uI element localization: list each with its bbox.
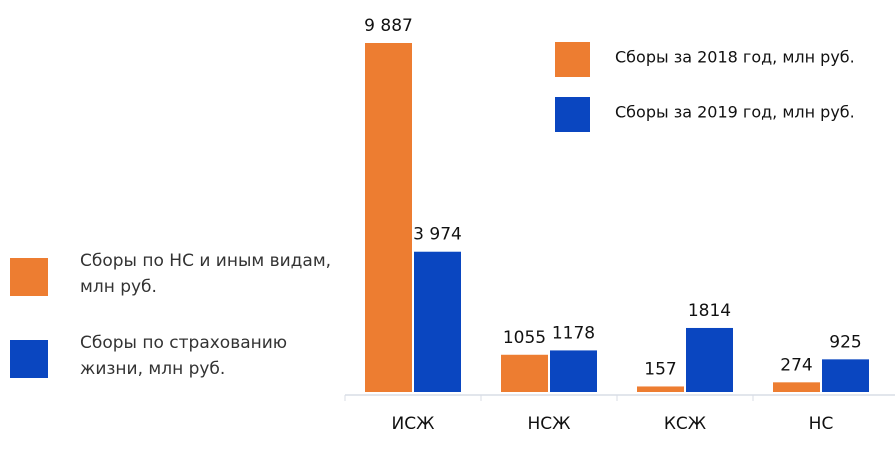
legend-label: Сборы за 2019 год, млн руб. — [615, 103, 855, 122]
value-label: 9 887 — [364, 16, 413, 36]
legend-label: Сборы за 2018 год, млн руб. — [615, 48, 855, 67]
side-legend-label: Сборы по страхованию жизни, млн руб. — [80, 333, 288, 379]
side-legend-swatch — [10, 340, 48, 378]
legend-swatch — [555, 97, 590, 132]
x-tick-label: ИСЖ — [392, 414, 435, 434]
value-label: 274 — [780, 355, 812, 375]
x-tick-label: НСЖ — [528, 414, 571, 434]
bar — [637, 386, 684, 392]
bar — [365, 43, 412, 392]
x-tick-label: КСЖ — [664, 414, 706, 434]
bar — [686, 327, 733, 392]
bar — [773, 382, 820, 392]
value-label: 3 974 — [413, 225, 462, 245]
bar — [822, 359, 869, 392]
bar — [414, 251, 461, 392]
side-legend-label: Сборы по НС и иным видам, млн руб. — [80, 251, 332, 297]
value-label: 157 — [644, 359, 676, 379]
value-label: 1178 — [552, 323, 595, 343]
value-label: 1814 — [688, 301, 731, 321]
value-label: 1055 — [503, 328, 546, 348]
bar — [501, 354, 548, 392]
side-legend-swatch — [10, 258, 48, 296]
bar — [550, 350, 597, 392]
value-label: 925 — [829, 332, 861, 352]
legend-swatch — [555, 42, 590, 77]
x-tick-label: НС — [809, 414, 834, 434]
